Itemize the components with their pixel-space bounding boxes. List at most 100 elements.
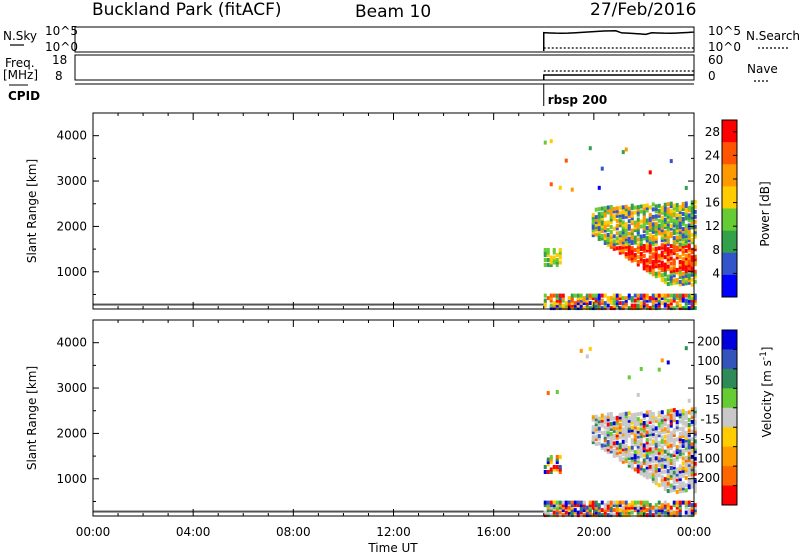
power-cell <box>666 227 670 232</box>
power-cell <box>693 214 697 219</box>
power-cell <box>570 293 574 298</box>
power-cell <box>594 293 598 298</box>
power-cell <box>639 254 643 259</box>
power-cell <box>672 218 676 223</box>
velocity-cell <box>591 415 595 420</box>
velocity-cell <box>693 503 697 508</box>
power-cell <box>579 303 583 308</box>
velocity-cell <box>663 500 667 505</box>
power-cell <box>651 293 655 298</box>
velocity-cell <box>624 454 628 459</box>
velocity-cell <box>582 508 586 513</box>
power-cell <box>630 253 634 258</box>
power-cell <box>624 242 628 247</box>
power-cell <box>621 242 625 247</box>
velocity-cell <box>675 477 679 482</box>
velocity-cell <box>672 453 676 458</box>
power-cell <box>642 233 646 238</box>
velocity-cell <box>639 451 643 456</box>
velocity-cell <box>630 428 634 433</box>
power-cell <box>651 269 655 274</box>
power-cell <box>648 296 652 301</box>
power-cell <box>603 240 607 245</box>
velocity-cell <box>630 453 634 458</box>
velocity-cell <box>597 426 601 431</box>
velocity-cell <box>546 500 550 505</box>
power-cell <box>693 272 697 277</box>
power-cell <box>621 240 625 245</box>
velocity-cell <box>687 435 691 440</box>
power-cell <box>684 211 688 216</box>
velocity-cell <box>615 415 619 420</box>
velocity-cell <box>561 508 565 513</box>
velocity-cell <box>585 510 589 515</box>
power-cell <box>570 187 574 192</box>
velocity-cell <box>663 422 667 427</box>
power-cell <box>672 238 676 243</box>
power-cell <box>636 262 640 267</box>
velocity-cell <box>657 455 661 460</box>
velocity-cell <box>624 431 628 436</box>
power-cell <box>648 170 652 175</box>
power-cell <box>612 234 616 239</box>
power-cell <box>657 263 661 268</box>
power-cell <box>624 254 628 259</box>
velocity-cell <box>693 471 697 476</box>
velocity-cell <box>648 467 652 472</box>
velocity-cell <box>627 510 631 515</box>
velocity-cell <box>666 459 670 464</box>
velocity-cell <box>609 449 613 454</box>
velocity-cell <box>552 465 556 469</box>
velocity-cell <box>621 442 625 447</box>
power-cell <box>591 296 595 301</box>
power-cell <box>594 301 598 306</box>
power-cell <box>543 262 547 267</box>
freq-label: Freq. <box>5 56 35 70</box>
power-cell <box>606 205 610 210</box>
power-cell <box>609 298 613 303</box>
power-cell <box>642 248 646 253</box>
power-cell <box>669 234 673 239</box>
power-cell <box>681 236 685 241</box>
velocity-cell <box>609 508 613 513</box>
velocity-cell <box>606 422 610 427</box>
velocity-cell <box>624 500 628 505</box>
velocity-cell <box>621 434 625 439</box>
power-cell <box>609 301 613 306</box>
velocity-cell <box>543 500 547 505</box>
velocity-cell <box>657 510 661 515</box>
power-cell <box>594 232 598 237</box>
power-cell <box>687 275 691 280</box>
velocity-cell <box>681 488 685 493</box>
power-cell <box>690 247 694 252</box>
power-cell <box>597 298 601 303</box>
power-cell <box>651 229 655 234</box>
velocity-cell <box>681 441 685 446</box>
power-cell <box>687 268 691 273</box>
power-cell <box>687 223 691 228</box>
power-cell <box>609 229 613 234</box>
velocity-cell <box>630 418 634 423</box>
power-cell <box>651 272 655 277</box>
power-cell <box>687 293 691 298</box>
power-cell <box>675 240 679 245</box>
power-cell <box>687 258 691 263</box>
velocity-cell <box>666 360 670 365</box>
power-cell <box>618 213 622 218</box>
power-cell <box>642 293 646 298</box>
velocity-cell <box>591 417 595 422</box>
power-cell <box>615 246 619 251</box>
velocity-cell <box>567 505 571 510</box>
velocity-cell <box>684 440 688 445</box>
power-cell <box>663 270 667 275</box>
velocity-cell <box>669 418 673 423</box>
velocity-cell <box>651 441 655 446</box>
velocity-colorbar-tick-label: 200 <box>697 335 720 349</box>
power-cell <box>687 260 691 265</box>
power-cell <box>612 214 616 219</box>
velocity-cell <box>687 485 691 490</box>
velocity-cell <box>606 503 610 508</box>
velocity-cell <box>645 470 649 475</box>
velocity-cell <box>555 455 559 460</box>
power-cell <box>627 251 631 256</box>
